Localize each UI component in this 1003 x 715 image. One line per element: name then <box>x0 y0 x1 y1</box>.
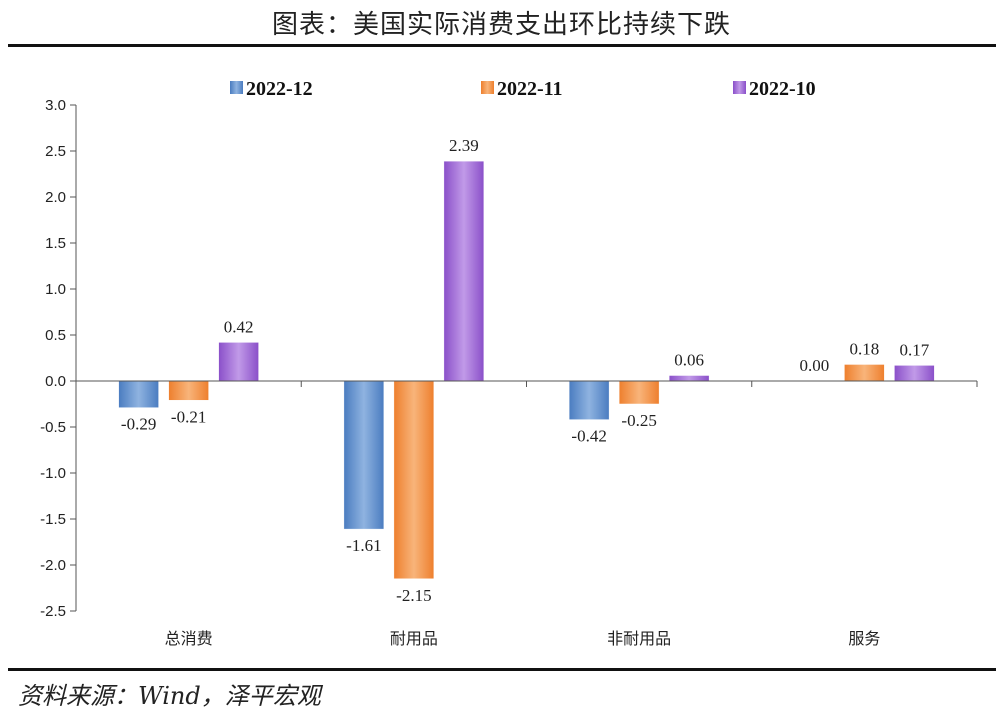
legend-swatch <box>230 81 243 94</box>
data-label: -0.25 <box>621 411 656 430</box>
bar-2022-10 <box>443 160 485 382</box>
chart-title: 图表：美国实际消费支出环比持续下跌 <box>271 10 731 40</box>
bar-2022-10 <box>218 342 259 382</box>
x-axis: 总消费 耐用品 非耐用品 服务 <box>76 380 978 648</box>
bar-2022-12 <box>118 380 159 408</box>
bar-2022-12 <box>568 380 610 420</box>
data-label: 0.42 <box>224 317 254 336</box>
legend-label: 2022-10 <box>749 78 816 100</box>
y-tick-label: 2.0 <box>45 189 66 206</box>
bar-2022-10 <box>894 365 935 382</box>
y-tick-label: -2.5 <box>40 603 66 620</box>
bar-2022-11 <box>168 380 209 401</box>
y-tick-label: -0.5 <box>40 419 66 436</box>
y-tick-label: 1.0 <box>45 281 66 298</box>
data-label: 0.17 <box>900 340 930 359</box>
data-label: 0.00 <box>800 356 830 375</box>
y-tick-label: 1.5 <box>45 235 66 252</box>
bar-2022-11 <box>844 364 885 382</box>
x-category-label: 耐用品 <box>390 629 438 648</box>
data-label: -0.29 <box>121 415 156 434</box>
y-tick-label: -1.5 <box>40 511 66 528</box>
data-label: -0.21 <box>171 407 206 426</box>
bar-2022-11 <box>618 380 660 405</box>
bar-2022-10 <box>668 375 710 382</box>
y-tick-label: 0.0 <box>45 373 66 390</box>
y-tick-label: -2.0 <box>40 557 66 574</box>
legend-label: 2022-11 <box>497 78 563 100</box>
bars: -0.29 -0.21 0.42 -1.61 -2.15 2.39 -0.42 -0.25 0.… <box>118 136 935 605</box>
source-note: 资料来源：Wind，泽平宏观 <box>18 682 321 710</box>
data-label: -0.42 <box>571 427 606 446</box>
x-category-label: 非耐用品 <box>607 629 671 648</box>
data-label: 0.18 <box>850 339 880 358</box>
x-category-label: 服务 <box>848 629 880 648</box>
data-label: -1.61 <box>346 536 381 555</box>
y-axis: 3.0 2.5 2.0 1.5 1.0 0.5 0.0 -0.5 -1.0 -1.5 -2.0 -2.… <box>40 97 77 620</box>
data-label: 2.39 <box>449 136 479 155</box>
bottom-rule <box>8 668 996 671</box>
data-label: -2.15 <box>396 586 431 605</box>
legend-swatch <box>733 81 746 94</box>
legend-label: 2022-12 <box>246 78 313 100</box>
y-tick-label: 0.5 <box>45 327 66 344</box>
bar-2022-11 <box>393 380 435 580</box>
y-tick-label: 2.5 <box>45 143 66 160</box>
data-label: 0.06 <box>674 350 704 369</box>
legend-swatch <box>481 81 494 94</box>
bar-chart: 2022-12 2022-11 2022-10 3.0 2.5 2.0 1.5 1.0 0.5… <box>40 78 978 648</box>
y-tick-label: -1.0 <box>40 465 66 482</box>
y-tick-label: 3.0 <box>45 97 66 114</box>
bar-2022-12 <box>343 380 385 530</box>
legend: 2022-12 2022-11 2022-10 <box>230 78 816 100</box>
x-category-label: 总消费 <box>165 629 213 648</box>
top-rule <box>8 44 996 47</box>
